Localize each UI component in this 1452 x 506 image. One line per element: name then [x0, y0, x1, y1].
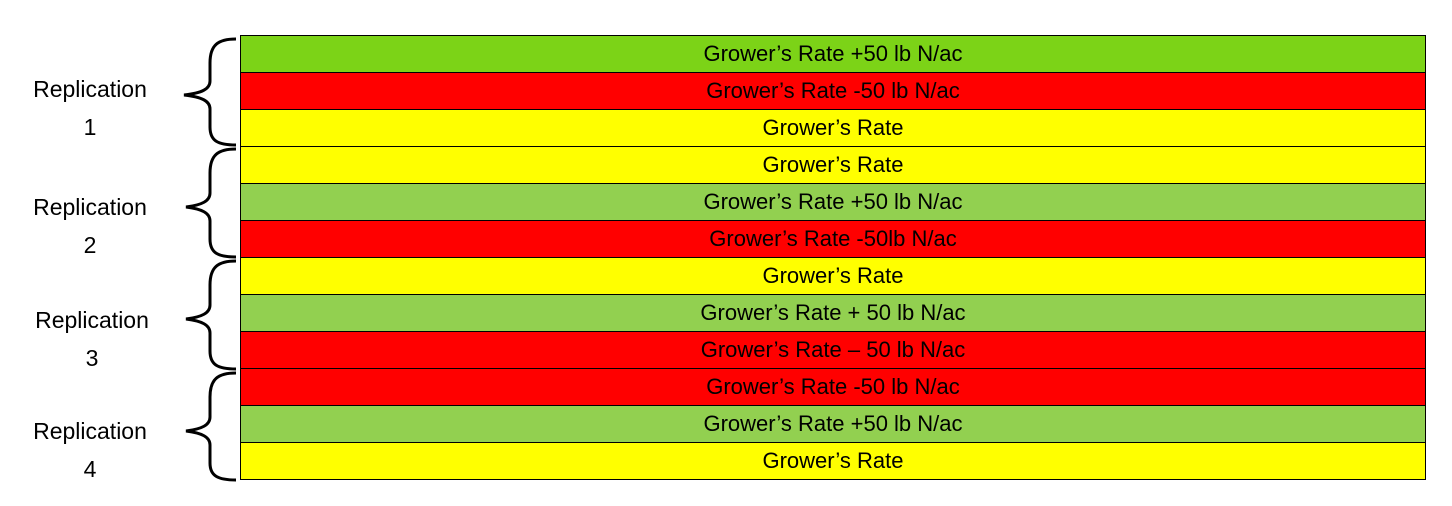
rep-2-strip-1-text: Grower’s Rate	[762, 152, 904, 177]
replication-2-brace-icon	[185, 147, 237, 259]
replication-2-label: Replication 2	[0, 188, 180, 264]
replication-3-label-line1: Replication	[35, 307, 149, 333]
replication-3-label: Replication 3	[2, 301, 182, 377]
replication-1-brace-icon	[183, 37, 237, 147]
rep-4-strip-2: Grower’s Rate +50 lb N/ac	[241, 406, 1425, 443]
rep-2-strip-2: Grower’s Rate +50 lb N/ac	[241, 184, 1425, 221]
rep-1-strip-1: Grower’s Rate +50 lb N/ac	[241, 36, 1425, 73]
rep-3-strip-3-text: Grower’s Rate – 50 lb N/ac	[700, 337, 966, 362]
replication-2-label-line1: Replication	[33, 194, 147, 220]
rep-1-strip-3-text: Grower’s Rate	[762, 115, 904, 140]
replication-1-label-line1: Replication	[33, 76, 147, 102]
rep-3-strip-1: Grower’s Rate	[241, 258, 1425, 295]
replication-3-brace-icon	[185, 259, 237, 371]
rep-3-strip-3: Grower’s Rate – 50 lb N/ac	[241, 332, 1425, 369]
replication-4-label: Replication 4	[0, 412, 180, 488]
replication-1-label: Replication 1	[0, 70, 180, 146]
rep-3-strip-2: Grower’s Rate + 50 lb N/ac	[241, 295, 1425, 332]
rep-4-strip-3: Grower’s Rate	[241, 443, 1425, 480]
replication-4-brace-icon	[185, 371, 237, 482]
rep-2-strip-3-text: Grower’s Rate -50lb N/ac	[709, 226, 957, 251]
rep-2-strip-1: Grower’s Rate	[241, 147, 1425, 184]
replication-4-label-line2: 4	[83, 456, 97, 482]
rep-3-strip-2-text: Grower’s Rate + 50 lb N/ac	[700, 300, 966, 325]
replication-4-label-line1: Replication	[33, 418, 147, 444]
rep-3-strip-1-text: Grower’s Rate	[762, 263, 904, 288]
rep-1-strip-2-text: Grower’s Rate -50 lb N/ac	[706, 78, 960, 103]
rep-4-strip-1-text: Grower’s Rate -50 lb N/ac	[706, 374, 960, 399]
replication-2-label-line2: 2	[83, 232, 97, 258]
replication-3-label-line2: 3	[85, 345, 99, 371]
rep-2-strip-3: Grower’s Rate -50lb N/ac	[241, 221, 1425, 258]
plot-strips: Grower’s Rate +50 lb N/ac Grower’s Rate …	[240, 35, 1426, 480]
rep-4-strip-3-text: Grower’s Rate	[762, 448, 904, 473]
rep-4-strip-1: Grower’s Rate -50 lb N/ac	[241, 369, 1425, 406]
rep-1-strip-3: Grower’s Rate	[241, 110, 1425, 147]
rep-1-strip-2: Grower’s Rate -50 lb N/ac	[241, 73, 1425, 110]
rep-2-strip-2-text: Grower’s Rate +50 lb N/ac	[703, 189, 963, 214]
rep-1-strip-1-text: Grower’s Rate +50 lb N/ac	[703, 41, 963, 66]
rep-4-strip-2-text: Grower’s Rate +50 lb N/ac	[703, 411, 963, 436]
replication-1-label-line2: 1	[83, 114, 97, 140]
